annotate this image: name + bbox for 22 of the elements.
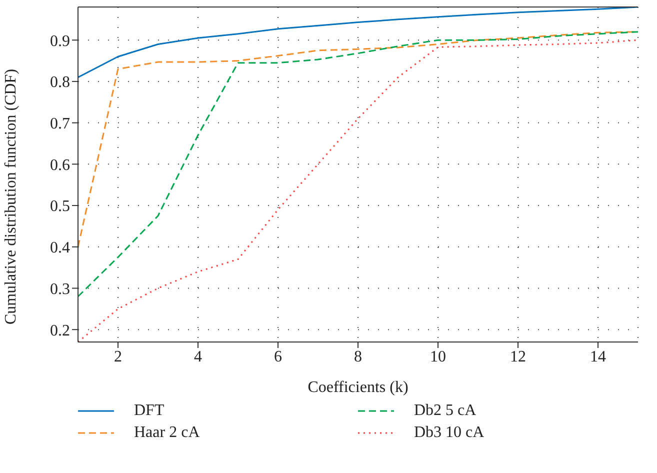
legend-label: Db3 10 cA [414,424,484,442]
x-tick-label: 12 [510,348,526,366]
y-tick-label: 0.4 [50,240,70,257]
x-tick-label: 2 [114,348,122,366]
y-tick-label: 0.3 [50,280,70,298]
y-tick-label: 0.6 [50,156,70,174]
legend-label: Db2 5 cA [414,402,476,420]
x-tick-label: 6 [274,348,282,366]
y-tick-label: 0.9 [50,32,70,50]
x-tick-label: 14 [590,348,606,366]
y-tick-label: 0.8 [50,74,70,92]
line-series [78,31,638,298]
legend-label: Haar 2 cA [134,424,200,442]
y-tick-label: 0.7 [50,115,70,132]
x-tick-label: 8 [354,348,362,366]
y-tick-label: 0.2 [50,322,70,340]
legend-label: DFT [134,402,164,420]
x-tick-label: 4 [194,348,202,366]
x-axis-title: Coefficients (k) [308,379,408,396]
y-tick-label: 0.5 [50,198,70,216]
x-tick-label: 10 [430,348,446,366]
y-axis-title: Cumulative distribution function (CDF) [2,68,20,324]
